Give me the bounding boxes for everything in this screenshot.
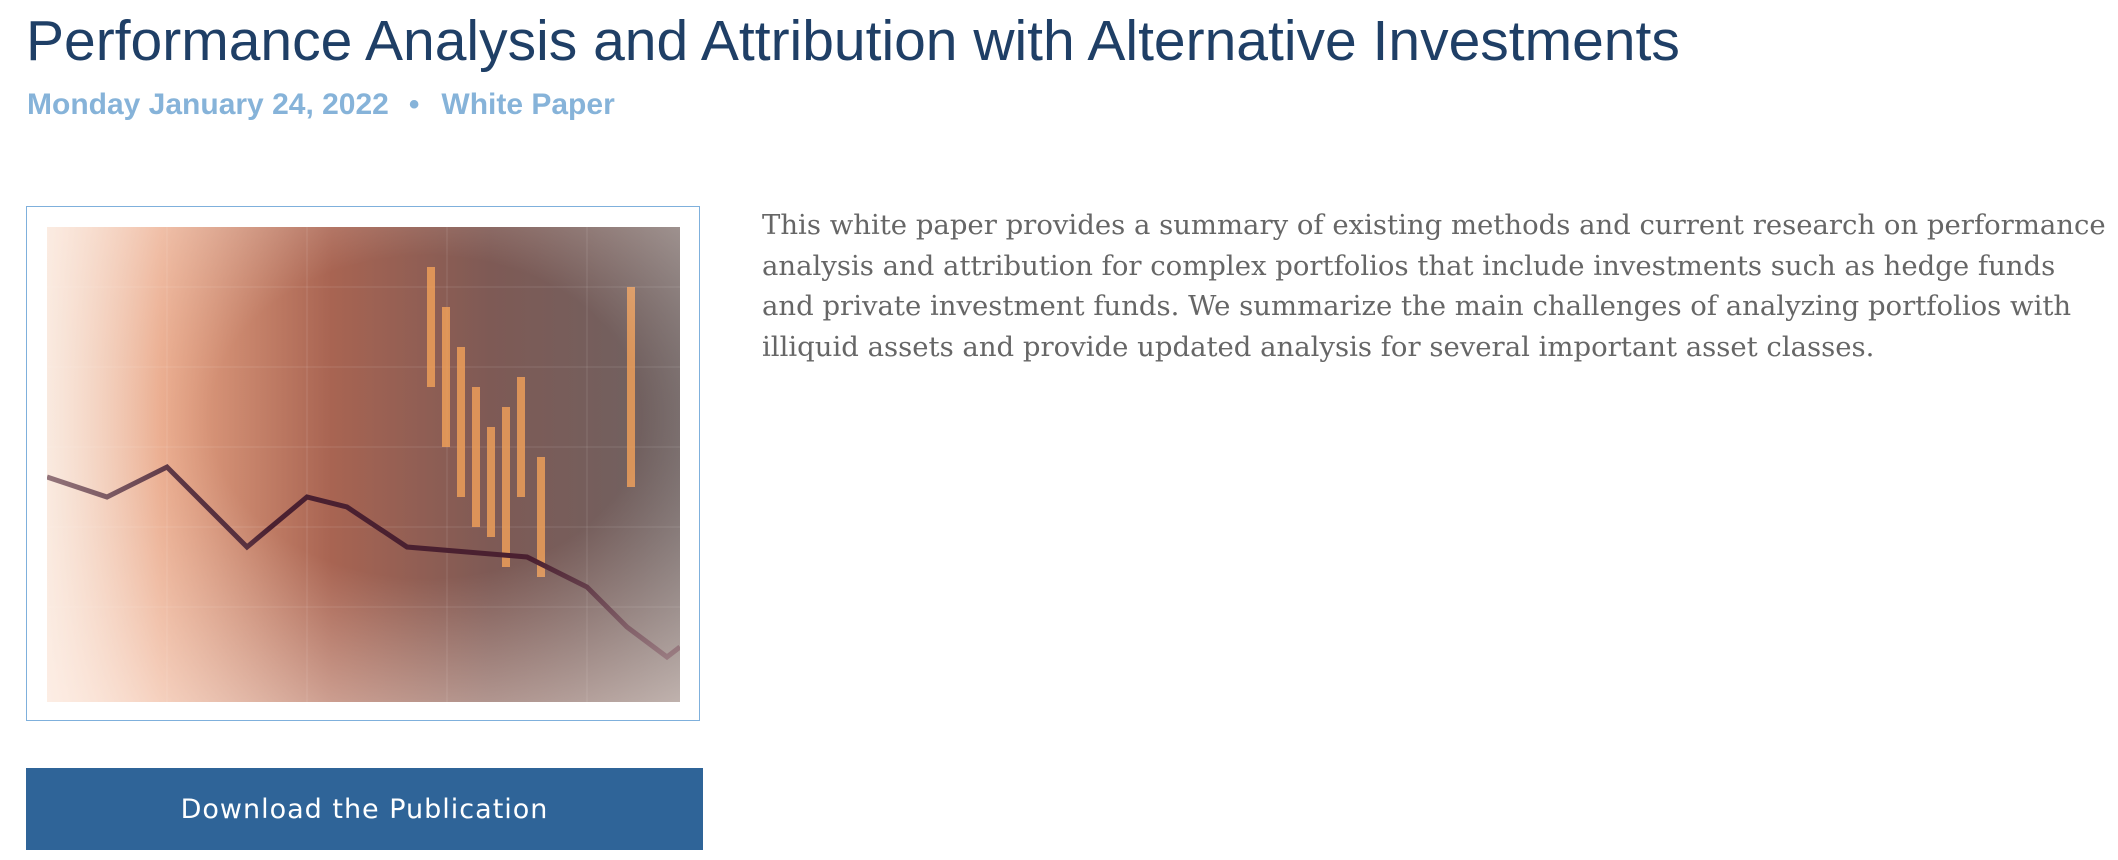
image-frame [26, 206, 700, 721]
meta: Monday January 24, 2022 • White Paper [27, 88, 615, 122]
separator: • [408, 88, 420, 121]
date: Monday January 24, 2022 [27, 88, 389, 121]
download-button[interactable]: Download the Publication [26, 768, 703, 850]
summary: This white paper provides a summary of e… [762, 209, 2106, 363]
image-vignette [47, 227, 680, 702]
image [47, 227, 680, 702]
title: Performance Analysis and Attribution wit… [26, 9, 1680, 73]
category: White Paper [441, 88, 615, 121]
